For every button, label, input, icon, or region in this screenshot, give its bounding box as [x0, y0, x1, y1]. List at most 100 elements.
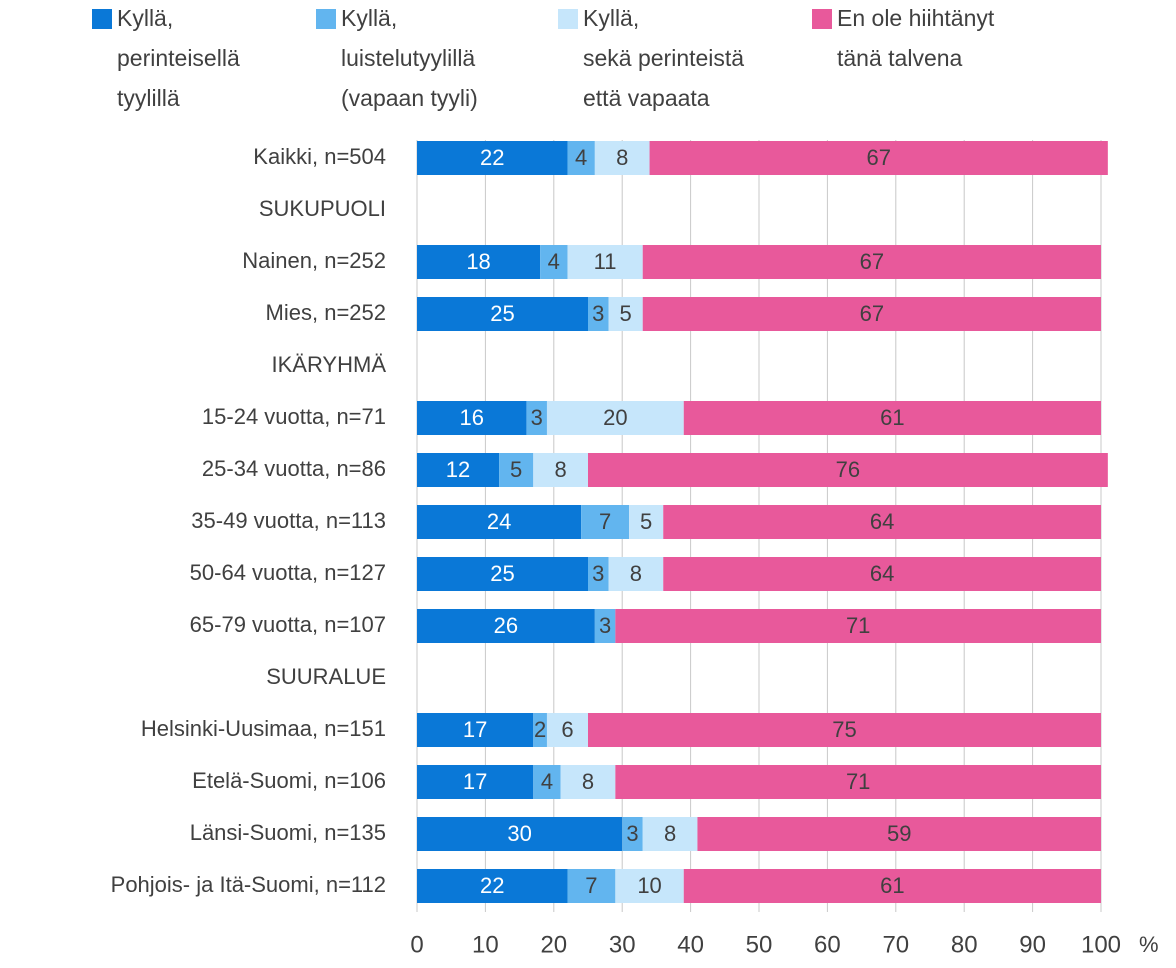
y-tick-label: 50-64 vuotta, n=127 [190, 560, 386, 585]
y-tick-label: IKÄRYHMÄ [271, 352, 386, 377]
bar-segment [622, 817, 643, 851]
y-tick-label: SUURALUE [266, 664, 386, 689]
x-tick-label: 0 [410, 931, 423, 958]
value-label: 5 [640, 509, 652, 534]
x-tick-label: 70 [882, 931, 909, 958]
bar-segment [417, 141, 568, 175]
x-axis-label: % [1139, 932, 1159, 957]
y-tick-label: 65-79 vuotta, n=107 [190, 612, 386, 637]
bar-segment [417, 869, 568, 903]
bar-segment [683, 401, 1101, 435]
value-label: 71 [846, 769, 870, 794]
value-label: 3 [592, 301, 604, 326]
bar-segment [588, 297, 609, 331]
value-label: 18 [466, 249, 490, 274]
bar-segment [499, 453, 534, 487]
bar-segment [417, 765, 534, 799]
bar-segment [417, 557, 588, 591]
bar-segment [533, 453, 588, 487]
legend-swatch [812, 9, 832, 29]
value-label: 71 [846, 613, 870, 638]
value-label: 3 [599, 613, 611, 638]
x-tick-label: 10 [472, 931, 499, 958]
value-label: 5 [619, 301, 631, 326]
bar-segment [533, 713, 547, 747]
x-tick-label: 80 [951, 931, 978, 958]
y-tick-label: 35-49 vuotta, n=113 [191, 508, 386, 533]
bar-segment [608, 557, 664, 591]
value-label: 61 [880, 405, 904, 430]
value-label: 17 [463, 717, 487, 742]
bar-segment [533, 765, 561, 799]
bar-segment [594, 609, 616, 643]
value-label: 22 [480, 873, 504, 898]
y-tick-label: 25-34 vuotta, n=86 [202, 456, 386, 481]
value-label: 8 [664, 821, 676, 846]
bar-segment [642, 245, 1101, 279]
bar-segment [546, 713, 588, 747]
bar-segment [588, 557, 609, 591]
bar-segment [567, 869, 616, 903]
y-tick-label: Etelä-Suomi, n=106 [192, 768, 386, 793]
value-label: 8 [616, 145, 628, 170]
bar-segment [629, 505, 664, 539]
bar-segment [588, 453, 1108, 487]
value-label: 67 [860, 249, 884, 274]
value-label: 59 [887, 821, 911, 846]
value-label: 67 [860, 301, 884, 326]
bar-segment [567, 245, 643, 279]
value-label: 11 [594, 249, 617, 274]
value-label: 25 [490, 561, 514, 586]
bar-segment [560, 765, 616, 799]
legend-label: En ole hiihtänyt tänä talvena [837, 5, 995, 71]
value-label: 16 [459, 405, 483, 430]
value-label: 25 [490, 301, 514, 326]
value-label: 30 [507, 821, 531, 846]
bar-segment [649, 141, 1108, 175]
value-label: 3 [592, 561, 604, 586]
value-label: 7 [585, 873, 597, 898]
legend-swatch [316, 9, 336, 29]
bar-segment [540, 245, 568, 279]
y-tick-label: Kaikki, n=504 [253, 144, 386, 169]
bar-segment [417, 713, 534, 747]
bar-segment [417, 817, 623, 851]
legend-label: Kyllä, sekä perinteistä että vapaata [583, 5, 745, 111]
value-label: 75 [832, 717, 856, 742]
bar-segment [663, 557, 1101, 591]
y-tick-label: 15-24 vuotta, n=71 [202, 404, 386, 429]
value-label: 6 [561, 717, 573, 742]
value-label: 7 [599, 509, 611, 534]
value-label: 3 [626, 821, 638, 846]
bar-segment [615, 765, 1101, 799]
value-label: 64 [870, 561, 894, 586]
value-label: 5 [510, 457, 522, 482]
bar-segment [683, 869, 1101, 903]
bar-segment [594, 141, 650, 175]
legend-label: Kyllä, perinteisellä tyylillä [117, 5, 240, 111]
x-tick-label: 60 [814, 931, 841, 958]
legend-swatch [92, 9, 112, 29]
y-tick-label: SUKUPUOLI [259, 196, 386, 221]
bar-segment [417, 609, 595, 643]
value-label: 76 [836, 457, 860, 482]
bar-segment [526, 401, 547, 435]
bar-segment [546, 401, 684, 435]
legend-label: Kyllä, luistelutyylillä (vapaan tyyli) [341, 5, 478, 111]
legend-swatch [558, 9, 578, 29]
bar-segment [608, 297, 643, 331]
bar-segment [588, 713, 1101, 747]
value-label: 26 [494, 613, 518, 638]
y-tick-label: Helsinki-Uusimaa, n=151 [141, 716, 386, 741]
value-label: 67 [866, 145, 890, 170]
y-tick-label: Länsi-Suomi, n=135 [190, 820, 386, 845]
bar-segment [417, 245, 541, 279]
value-label: 10 [637, 873, 661, 898]
bar-segment [581, 505, 630, 539]
bar-segment [642, 817, 698, 851]
value-label: 17 [463, 769, 487, 794]
bar-segment [417, 401, 527, 435]
y-tick-label: Mies, n=252 [266, 300, 386, 325]
